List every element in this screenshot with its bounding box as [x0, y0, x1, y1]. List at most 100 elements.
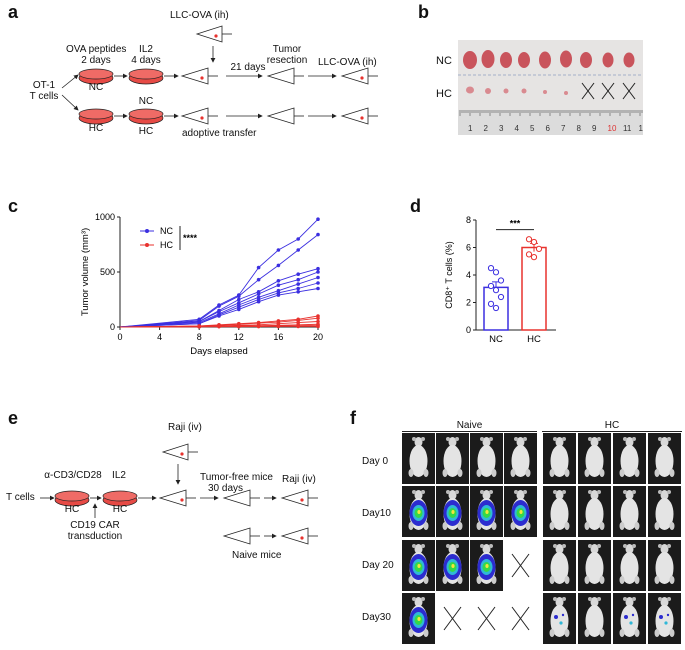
- data-point: [276, 248, 281, 252]
- data-point: [256, 292, 261, 296]
- mouse-image: [648, 433, 681, 484]
- group-hc-label: HC: [604, 420, 620, 431]
- data-point: [525, 236, 533, 243]
- mouse-image: [402, 433, 435, 484]
- series-line: [119, 288, 319, 328]
- dead-mouse-cross-icon: [470, 593, 503, 644]
- data-point: [276, 293, 281, 297]
- ruler-number: 6: [545, 124, 550, 133]
- data-point: [316, 286, 320, 291]
- mouse-image: [578, 486, 611, 537]
- llc-ova-right-label: LLC-OVA (ih): [318, 57, 377, 68]
- y-tick-label: 8: [466, 215, 471, 225]
- cd8-bar-chart: 0 2 4 6 8 CD8⁺ T cells (%) NC HC ***: [444, 215, 556, 345]
- sig-stars: ***: [510, 219, 521, 229]
- e-hc1-label: HC: [64, 504, 80, 515]
- data-point: [492, 287, 500, 294]
- dish-icon: [102, 490, 138, 507]
- row-label: Day10: [362, 508, 391, 519]
- mouse-image: [613, 486, 646, 537]
- data-point: [276, 263, 281, 268]
- ruler-number: 8: [576, 124, 581, 133]
- data-point: [296, 324, 300, 329]
- series-line: [119, 277, 319, 328]
- mouse-image: [613, 433, 646, 484]
- y-tick-label: 0: [466, 325, 471, 335]
- ruler-number: 1: [468, 124, 473, 133]
- x-axis-label: Days elapsed: [190, 346, 248, 357]
- data-point: [296, 237, 300, 241]
- b-nc-label: NC: [436, 55, 452, 67]
- ruler-number: 11: [623, 124, 632, 133]
- ruler-numbers: 1 2 3 4 5 6 7 8 9 10 11 1: [458, 124, 643, 136]
- x-tick-label: 12: [234, 332, 244, 342]
- mouse-signal-image: [402, 593, 435, 644]
- data-point: [296, 290, 300, 294]
- legend-hc-label: HC: [160, 240, 173, 250]
- series-line: [119, 271, 319, 328]
- transduction-label: transduction: [67, 531, 123, 542]
- data-point: [530, 238, 538, 246]
- mouse-image: [543, 486, 576, 537]
- data-point: [276, 279, 281, 283]
- data-point: [316, 217, 320, 221]
- data-point: [237, 307, 241, 312]
- mouse-image: [436, 433, 469, 484]
- data-point: [256, 265, 261, 270]
- data-point: [296, 282, 300, 286]
- data-point: [296, 286, 300, 291]
- days21-label: 21 days: [230, 62, 266, 73]
- data-point: [497, 277, 505, 284]
- data-point: [256, 299, 261, 304]
- data-point: [492, 269, 500, 276]
- mouse-signal-image: [402, 540, 435, 591]
- ruler-number: 1: [638, 124, 643, 133]
- cd19-car-label: CD19 CAR: [70, 520, 120, 531]
- tumor-free-mice-label: Tumor-free mice: [200, 472, 273, 483]
- y-axis-label: CD8⁺ T cells (%): [444, 241, 454, 308]
- y-tick-label: 4: [466, 270, 471, 280]
- mouse-signal-image: [402, 486, 435, 537]
- ot1-label: OT-1: [32, 80, 56, 91]
- panel-a-diagram: LLC-OVA (ih) OVA peptides 2 days IL2 4 d…: [0, 0, 395, 160]
- ruler-number: 9: [592, 124, 597, 133]
- mouse-image: [648, 540, 681, 591]
- mouse-signal-image: [504, 486, 537, 537]
- mouse-signal-image: [648, 593, 681, 644]
- mouse-image: [613, 540, 646, 591]
- mouse-signal-image: [470, 540, 503, 591]
- ruler-number: 4: [514, 124, 519, 133]
- il2-days-label: 4 days: [131, 55, 161, 66]
- series-line: [119, 325, 318, 328]
- mouse-image: [543, 540, 576, 591]
- data-point: [316, 266, 320, 271]
- tumor-volume-chart: 0 500 1000 0 4 8 12 16 20 Days elapsed Tumor volum…: [80, 212, 323, 357]
- data-point: [217, 314, 221, 318]
- data-point: [276, 324, 281, 329]
- y-tick-label: 6: [466, 243, 471, 253]
- y-tick-label: 1000: [95, 212, 115, 222]
- data-point: [316, 324, 320, 329]
- data-point: [217, 304, 221, 308]
- mouse-signal-image: [470, 486, 503, 537]
- data-point: [217, 324, 221, 329]
- ruler-number: 3: [499, 124, 504, 133]
- data-point: [316, 232, 320, 237]
- dead-mouse-cross-icon: [436, 593, 469, 644]
- cd3-cd28-label: α-CD3/CD28: [44, 470, 102, 481]
- data-point: [237, 297, 241, 302]
- x-tick-label: 20: [313, 332, 323, 342]
- row-label: Day30: [362, 612, 391, 623]
- data-point: [296, 248, 300, 252]
- hc-bracket: [542, 431, 682, 432]
- ruler-number: 7: [561, 124, 566, 133]
- data-point: [256, 324, 261, 329]
- resection-label: resection: [266, 55, 308, 66]
- panel-d-label: d: [410, 196, 421, 216]
- x-tick-label: 16: [273, 332, 283, 342]
- llc-ova-top-label: LLC-OVA (ih): [170, 10, 229, 21]
- legend-nc-marker: [145, 229, 149, 233]
- series-line: [119, 218, 319, 328]
- hc-dish2-label: HC: [138, 126, 154, 137]
- days30-label: 30 days: [208, 483, 244, 494]
